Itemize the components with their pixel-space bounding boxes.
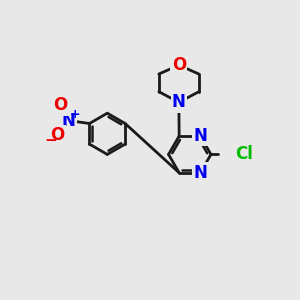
Text: −: − (44, 133, 57, 148)
Text: N: N (172, 93, 186, 111)
Text: O: O (172, 56, 186, 74)
Text: N: N (62, 112, 76, 130)
Text: O: O (53, 96, 68, 114)
Text: Cl: Cl (235, 146, 253, 164)
Text: N: N (194, 164, 207, 182)
Text: +: + (70, 108, 81, 121)
Text: N: N (194, 127, 207, 145)
Text: O: O (50, 126, 65, 144)
